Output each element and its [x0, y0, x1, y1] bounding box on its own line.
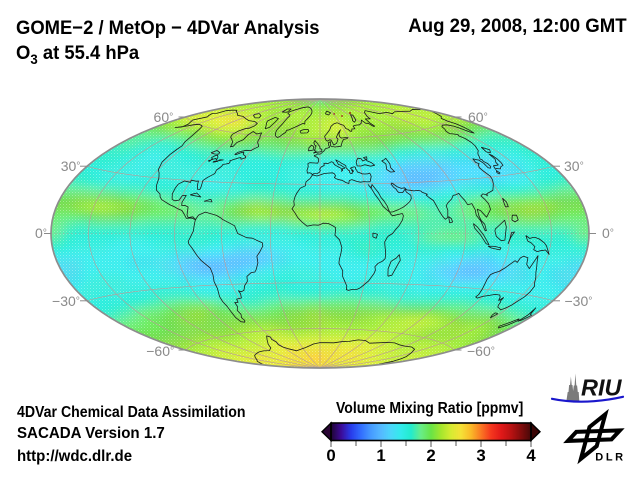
svg-text:DLR: DLR: [595, 451, 625, 463]
svg-text:RIU: RIU: [581, 374, 623, 400]
